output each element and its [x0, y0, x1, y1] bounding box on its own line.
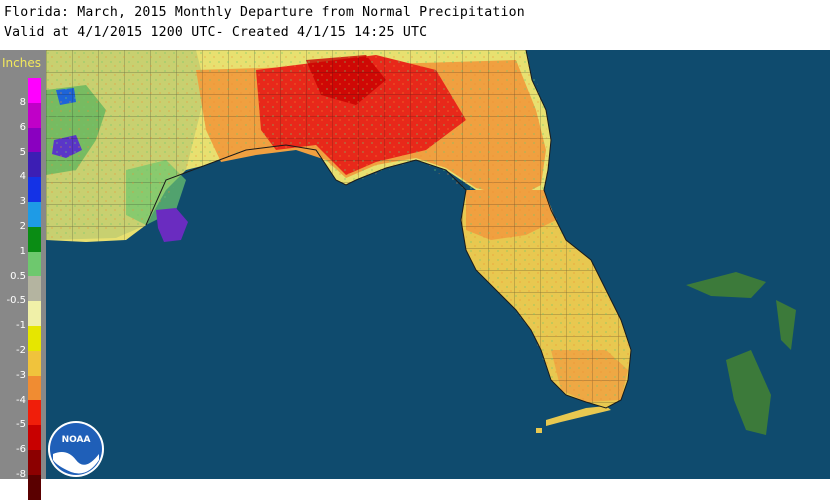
- legend-label: -5: [16, 419, 26, 431]
- noaa-logo-text: NOAA: [62, 435, 91, 445]
- legend-swatch: [28, 226, 41, 252]
- legend-label: -6: [16, 444, 26, 456]
- legend-swatch: [28, 78, 41, 103]
- legend-swatch: [28, 152, 41, 178]
- legend-label: 3: [19, 196, 26, 208]
- legend-swatch: [28, 375, 41, 401]
- legend-swatch: [28, 450, 41, 475]
- bahamas-north: [686, 272, 766, 298]
- legend-swatch: [28, 326, 41, 351]
- map-subtitle: Valid at 4/1/2015 1200 UTC- Created 4/1/…: [4, 25, 428, 40]
- precipitation-legend: Inches 8 6 5 4 3 2 1 0.5 -0.5 -1 -2 -3 -4 -5 -6 -8: [0, 50, 46, 500]
- coastline-outline: [145, 50, 632, 409]
- legend-label: 8: [19, 97, 26, 108]
- bahamas-andros: [726, 350, 771, 435]
- bahamas-east: [776, 300, 796, 350]
- legend-label: -2: [16, 345, 26, 356]
- florida-keys: [546, 406, 611, 426]
- legend-label: 0.5: [10, 270, 26, 282]
- legend-swatch: [28, 202, 41, 227]
- header: Florida: March, 2015 Monthly Departure f…: [0, 0, 830, 50]
- legend-label: 6: [19, 121, 26, 133]
- legend-swatch: [28, 251, 41, 277]
- legend-label: -3: [16, 369, 26, 381]
- legend-swatch: [28, 400, 41, 426]
- legend-swatch: [28, 301, 41, 327]
- legend-label: 2: [19, 221, 26, 232]
- legend-swatch: [28, 177, 41, 203]
- legend-label: -1: [16, 320, 26, 332]
- legend-swatch: [28, 127, 41, 153]
- florida-map: [46, 50, 830, 479]
- dry-tortugas: [536, 428, 542, 433]
- legend-label: -4: [16, 394, 26, 406]
- texture-specks: [46, 50, 631, 402]
- map-graphic: [46, 50, 830, 479]
- legend-swatch: [28, 102, 41, 128]
- map-title: Florida: March, 2015 Monthly Departure f…: [4, 5, 525, 20]
- legend-label: 4: [19, 171, 26, 183]
- legend-swatch: [28, 350, 41, 376]
- legend-swatch: [28, 425, 41, 451]
- legend-label: -0.5: [6, 295, 26, 307]
- noaa-logo: NOAA: [48, 421, 104, 477]
- region-purple: [156, 208, 188, 242]
- legend-label: 1: [19, 245, 26, 257]
- legend-swatch: [28, 276, 41, 302]
- legend-label: -8: [16, 469, 26, 480]
- legend-title: Inches: [2, 56, 41, 70]
- legend-label: 5: [19, 146, 26, 158]
